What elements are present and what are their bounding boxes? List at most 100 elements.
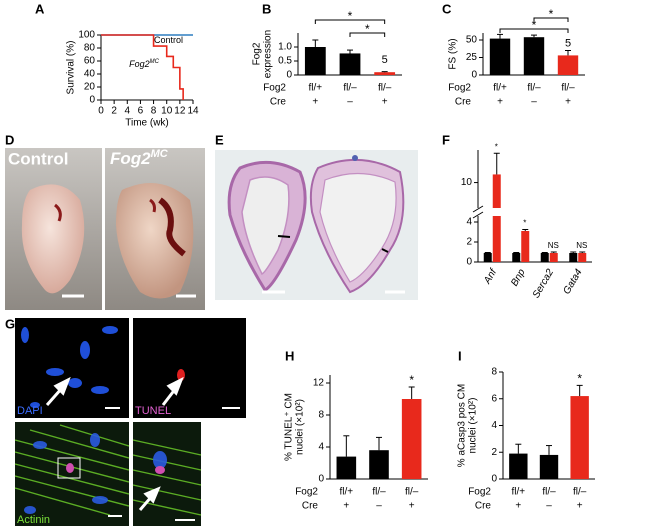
x-tick-label: 0 — [98, 106, 104, 117]
axis-break — [472, 208, 592, 216]
row-label: Fog2 — [448, 83, 471, 94]
row-label: Fog2 — [263, 83, 286, 94]
significance-label: NS — [548, 241, 559, 250]
photo-label: DAPI — [17, 405, 43, 417]
significance-label: * — [495, 142, 498, 151]
photo-label-superscript: MC — [151, 148, 169, 160]
bar — [369, 450, 389, 479]
n-label: 5 — [382, 54, 388, 66]
bar — [374, 72, 396, 75]
significance-bracket — [349, 32, 386, 37]
category-label: Bnp — [509, 267, 528, 288]
x-tick-label: 2 — [111, 106, 117, 117]
y-tick-label: 12 — [313, 378, 325, 389]
y-axis-label: Fog2 — [252, 42, 263, 65]
survival-line — [101, 34, 184, 100]
significance-label: * — [409, 373, 414, 387]
bar — [523, 37, 545, 75]
y-tick-label: 0 — [471, 70, 477, 81]
category-label: – — [546, 501, 552, 512]
bar — [570, 396, 589, 479]
y-axis-label: Survival (%) — [66, 41, 77, 95]
y-tick-label: 4 — [491, 420, 497, 431]
category-label: – — [531, 97, 537, 108]
axis-break-mark — [472, 205, 484, 213]
bar — [304, 47, 326, 75]
y-tick-label: 0 — [286, 70, 292, 81]
category-label: + — [577, 501, 583, 512]
y-tick-label: 0 — [318, 474, 324, 485]
panel-label: F — [442, 132, 450, 147]
panel-label: G — [5, 316, 15, 331]
y-tick-label: 0 — [491, 474, 497, 485]
axis-break-mark — [472, 211, 484, 219]
bar — [569, 253, 578, 262]
panel-label: B — [262, 1, 271, 16]
y-axis-label: % aCasp3 pos CM — [457, 384, 468, 467]
significance-label: * — [348, 9, 353, 23]
category-label: fl/– — [527, 83, 541, 94]
y-tick-label: 4 — [318, 442, 324, 453]
y-axis-label: nuclei (×10²) — [295, 399, 306, 455]
y-axis-label: FS (%) — [448, 38, 459, 69]
significance-bracket — [499, 28, 569, 33]
photo-label: Fog2 — [110, 149, 151, 168]
y-tick-label: 10 — [461, 177, 473, 188]
y-tick-label: 4 — [466, 217, 472, 228]
y-tick-label: 2 — [466, 237, 472, 248]
y-tick-label: 8 — [318, 410, 324, 421]
category-label: + — [312, 97, 318, 108]
category-label: fl/– — [561, 83, 575, 94]
n-label: 4 — [497, 56, 503, 68]
bar — [483, 253, 492, 262]
y-tick-label: 0 — [89, 95, 95, 106]
bar — [339, 53, 361, 75]
bar — [336, 456, 357, 479]
y-tick-label: 25 — [466, 52, 478, 63]
significance-label: * — [365, 22, 370, 36]
row-label: Fog2 — [468, 487, 491, 498]
category-label: fl/– — [343, 83, 357, 94]
category-label: + — [515, 501, 521, 512]
panel-label: C — [442, 1, 452, 16]
category-label: fl/+ — [340, 487, 354, 498]
y-tick-label: 80 — [84, 43, 96, 54]
category-label: fl/– — [405, 487, 419, 498]
legend-superscript: MC — [150, 59, 160, 65]
x-tick-label: 8 — [151, 106, 157, 117]
category-label: fl/– — [542, 487, 556, 498]
panel-label: H — [285, 348, 294, 363]
legend-label: Fog2MC — [129, 59, 160, 70]
y-axis-label: % TUNEL⁺ CM — [284, 393, 295, 461]
x-tick-label: 6 — [138, 106, 144, 117]
bar — [509, 453, 528, 479]
category-label: – — [347, 97, 353, 108]
y-axis-label: nuclei (×10²) — [468, 398, 479, 454]
photo-label: Actinin — [17, 514, 50, 526]
panel-label: A — [35, 1, 45, 16]
bar — [401, 399, 422, 479]
y-tick-label: 0 — [466, 257, 472, 268]
y-tick-label: 50 — [466, 35, 478, 46]
category-label: Serca2 — [531, 267, 557, 300]
y-tick-label: 1.0 — [278, 42, 292, 53]
photo-e — [215, 150, 418, 300]
y-axis-label: expression — [263, 30, 274, 78]
category-label: fl/+ — [512, 487, 526, 498]
category-label: fl/+ — [309, 83, 323, 94]
n-label: 3 — [347, 56, 353, 68]
category-label: fl/– — [378, 83, 392, 94]
significance-label: * — [532, 18, 537, 32]
y-tick-label: 20 — [84, 82, 96, 93]
significance-bracket — [314, 19, 386, 24]
y-tick-label: 2 — [491, 447, 497, 458]
category-label: fl/+ — [493, 83, 507, 94]
x-tick-label: 12 — [174, 106, 186, 117]
panel-label: I — [458, 348, 462, 363]
category-label: + — [343, 501, 349, 512]
bar — [578, 253, 587, 262]
y-tick-label: 100 — [78, 30, 95, 41]
category-label: Anf — [482, 266, 500, 286]
